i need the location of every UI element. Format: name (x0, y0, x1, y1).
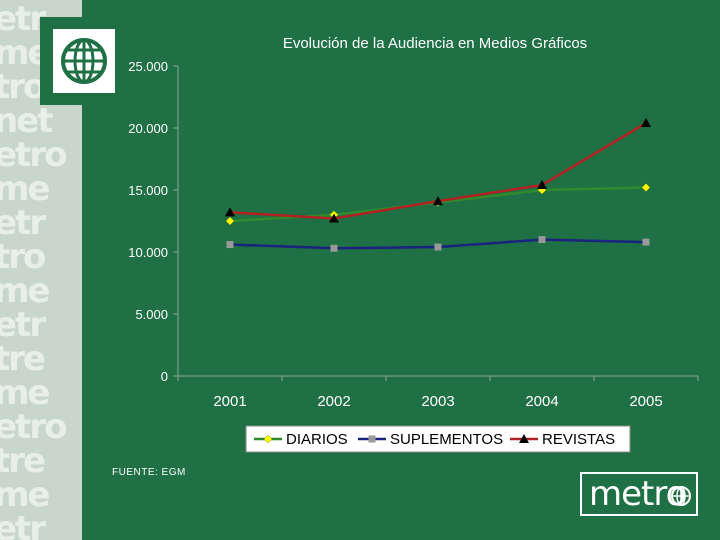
globe-logo-box (40, 17, 122, 105)
data-point-diarios (225, 216, 235, 226)
globe-icon (61, 38, 107, 84)
data-point-revistas (433, 196, 443, 206)
x-tick-label: 2004 (525, 393, 558, 410)
data-point-suplementos (538, 236, 546, 244)
y-tick-label: 25.000 (128, 59, 168, 74)
data-point-suplementos (226, 241, 234, 249)
data-point-diarios (641, 183, 651, 192)
metro-logo: metro (580, 472, 698, 516)
data-point-revistas (641, 118, 651, 128)
legend-marker-diarios (263, 434, 273, 444)
globe-icon (671, 486, 691, 506)
chart-title: Evolución de la Audiencia en Medios Gráf… (282, 35, 588, 52)
legend-label-suplementos: SUPLEMENTOS (390, 431, 503, 448)
x-tick-label: 2003 (421, 393, 454, 410)
source-note: FUENTE: EGM (112, 467, 186, 478)
data-point-revistas (329, 213, 339, 223)
legend-label-revistas: REVISTAS (542, 431, 615, 448)
y-tick-label: 0 (161, 369, 168, 384)
y-tick-label: 15.000 (128, 183, 168, 198)
x-tick-label: 2005 (629, 393, 662, 410)
legend-marker-revistas (519, 434, 529, 443)
metro-logo-text: metro (589, 474, 686, 514)
legend-box (245, 425, 631, 453)
y-tick-label: 20.000 (128, 121, 168, 136)
y-tick-label: 5.000 (135, 307, 168, 322)
data-point-suplementos (330, 244, 338, 252)
x-tick-label: 2002 (317, 393, 350, 410)
y-tick-label: 10.000 (128, 245, 168, 260)
data-point-revistas (225, 207, 235, 217)
legend-marker-suplementos (368, 435, 376, 443)
data-point-suplementos (434, 243, 442, 251)
x-tick-label: 2001 (213, 393, 246, 410)
data-point-suplementos (642, 238, 650, 246)
data-point-revistas (537, 180, 547, 190)
legend-label-diarios: DIARIOS (286, 431, 348, 448)
